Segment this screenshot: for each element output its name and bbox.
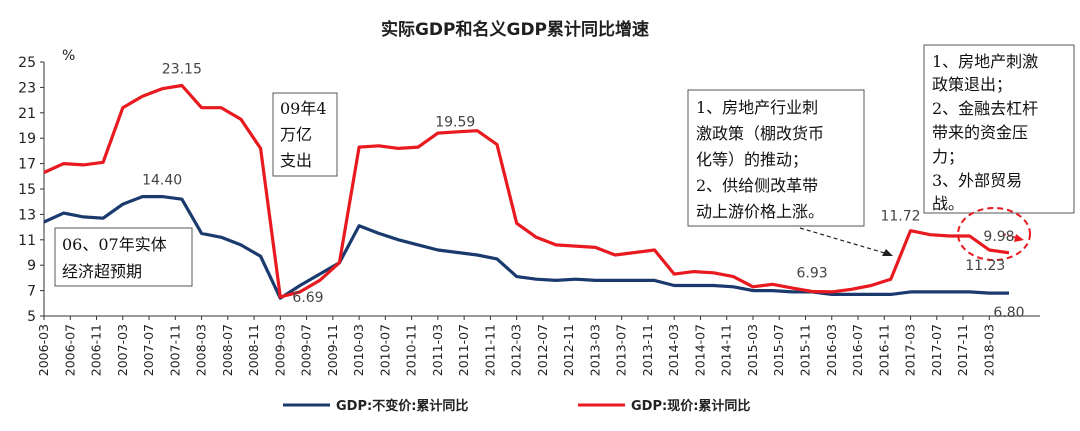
x-tick-label: 2017-11 (955, 324, 970, 376)
x-tick-label: 2009-03 (272, 324, 287, 376)
chart-title: 实际GDP和名义GDP累计同比增速 (381, 19, 649, 40)
data-label: 11.23 (965, 258, 1005, 274)
annotation-line: 力； (932, 147, 964, 166)
y-tick-label: 11 (18, 233, 36, 249)
data-label: 6.93 (796, 265, 827, 281)
data-label: 14.40 (142, 173, 182, 189)
y-tick-label: 25 (18, 55, 36, 71)
x-tick-label: 2010-07 (377, 324, 392, 376)
y-tick-label: 9 (27, 258, 36, 274)
x-tick-label: 2008-03 (194, 324, 209, 376)
annotation-line: 1、房地产行业刺 (696, 98, 818, 117)
annotation-arrow (799, 227, 889, 255)
annotation-line: 政策退出； (932, 75, 1012, 94)
annotation-line: 动上游价格上涨。 (696, 202, 824, 221)
x-tick-label: 2011-03 (430, 324, 445, 376)
annotation-arrowhead (882, 249, 893, 256)
x-tick-label: 2011-07 (456, 324, 471, 376)
legend: GDP:不变价:累计同比 GDP:现价:累计同比 (283, 398, 750, 414)
annotation-line: 3、外部贸易 (932, 171, 1022, 190)
legend-label-nominal: GDP:现价:累计同比 (631, 398, 750, 414)
series-line-real-gdp (43, 195, 1009, 300)
x-tick-label: 2008-11 (246, 324, 261, 376)
data-label: 6.69 (292, 290, 323, 306)
x-tick-label: 2013-11 (640, 324, 655, 376)
annotation-line: 06、07年实体 (62, 235, 167, 254)
data-label: 9.98 (983, 229, 1014, 245)
x-tick-label: 2015-07 (771, 324, 786, 376)
x-tick-label: 2009-11 (325, 324, 340, 376)
x-tick-label: 2008-07 (220, 324, 235, 376)
annotation-box-2018: 1、房地产刺激 政策退出； 2、金融去杠杆 带来的资金压 力； 3、外部贸易 战… (923, 44, 1075, 214)
highlight-arrowhead (1014, 234, 1024, 242)
y-tick-label: 7 (27, 284, 36, 300)
x-tick-label: 2006-03 (36, 324, 51, 376)
annotation-line: 支出 (280, 151, 312, 170)
x-tick-label: 2011-11 (482, 324, 497, 376)
annotation-line: 1、房地产刺激 (932, 52, 1038, 71)
annotation-line: 2、供给侧改革带 (696, 176, 818, 195)
x-tick-label: 2009-07 (299, 324, 314, 376)
y-tick-label: 19 (18, 131, 36, 147)
y-tick-label: 23 (18, 80, 36, 96)
data-label: 23.15 (162, 61, 202, 77)
annotation-line: 激政策（棚改货币 (696, 124, 824, 143)
x-tick-label: 2007-07 (141, 324, 156, 376)
x-tick-label: 2006-11 (89, 324, 104, 376)
x-tick-label: 2017-07 (929, 324, 944, 376)
x-tick-label: 2016-11 (876, 324, 891, 376)
annotation-line: 化等）的推动； (696, 150, 808, 169)
y-tick-label: 21 (18, 106, 36, 122)
x-tick-label: 2010-03 (351, 324, 366, 376)
x-tick-label: 2012-03 (509, 324, 524, 376)
x-tick-label: 2014-03 (666, 324, 681, 376)
x-tick-label: 2013-07 (614, 324, 629, 376)
x-tick-label: 2014-11 (719, 324, 734, 376)
annotation-line: 战。 (932, 194, 964, 213)
highlight-arrow (1002, 233, 1018, 239)
annotation-box-2016: 1、房地产行业刺 激政策（棚改货币 化等）的推动； 2、供给侧改革带 动上游价格… (687, 89, 865, 227)
x-tick-label: 2012-11 (561, 324, 576, 376)
data-label: 19.59 (435, 115, 475, 131)
x-tick-label: 2016-07 (850, 324, 865, 376)
y-axis-unit-label: % (62, 48, 75, 64)
x-tick-label: 2006-07 (62, 324, 77, 376)
annotation-box-2006-2007: 06、07年实体 经济超预期 (54, 227, 193, 287)
x-tick-label: 2014-07 (692, 324, 707, 376)
x-tick-label: 2007-03 (115, 324, 130, 376)
x-tick-label: 2010-11 (404, 324, 419, 376)
x-tick-label: 2015-03 (745, 324, 760, 376)
x-tick-label: 2015-11 (797, 324, 812, 376)
annotation-line: 带来的资金压 (932, 123, 1028, 142)
x-tick-label: 2016-03 (824, 324, 839, 376)
data-label: 6.80 (993, 305, 1024, 321)
y-tick-label: 15 (18, 182, 36, 198)
legend-label-real: GDP:不变价:累计同比 (336, 398, 468, 414)
data-label: 11.72 (880, 209, 920, 225)
y-tick-label: 17 (18, 157, 36, 173)
x-tick-label: 2007-11 (167, 324, 182, 376)
annotation-box-2009: 09年4 万亿 支出 (272, 92, 338, 177)
x-tick-label: 2013-03 (587, 324, 602, 376)
highlight-circle (957, 207, 1031, 261)
x-tick-label: 2012-07 (535, 324, 550, 376)
series-line-nominal-gdp (43, 83, 1010, 299)
annotation-line: 09年4 (280, 99, 327, 118)
annotation-line: 万亿 (280, 125, 312, 144)
annotation-line: 2、金融去杠杆 (932, 99, 1038, 118)
y-tick-label: 5 (27, 309, 36, 325)
y-tick-label: 13 (18, 207, 36, 223)
x-tick-label: 2017-03 (903, 324, 918, 376)
annotation-line: 经济超预期 (62, 262, 142, 281)
x-tick-label: 2018-03 (981, 324, 996, 376)
